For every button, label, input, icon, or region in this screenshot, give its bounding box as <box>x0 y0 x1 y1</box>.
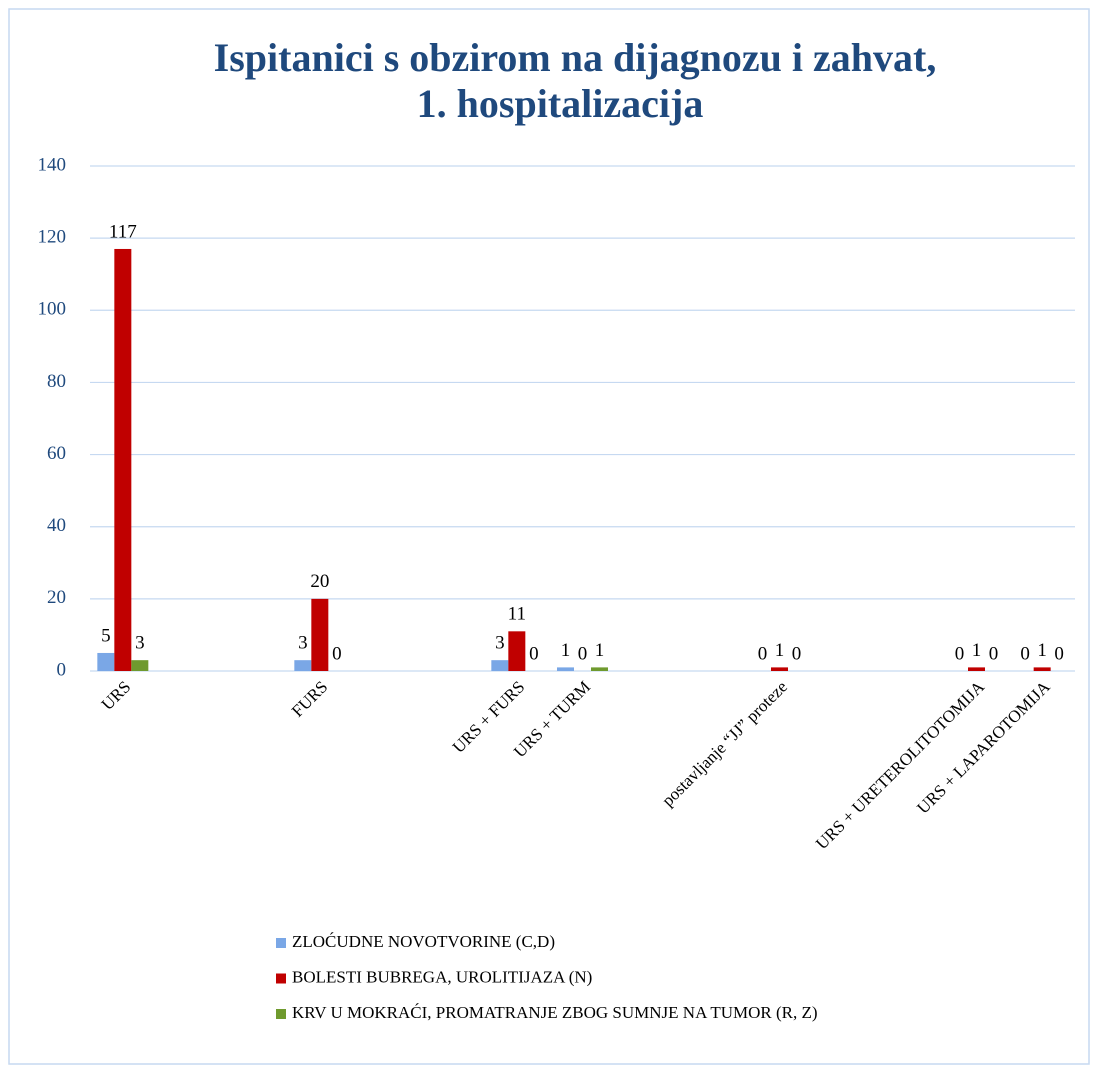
y-tick-label: 0 <box>57 659 67 680</box>
data-label: 3 <box>495 633 505 654</box>
y-tick-label: 100 <box>38 299 67 320</box>
data-label: 0 <box>1020 643 1030 664</box>
bar <box>131 660 149 671</box>
data-label: 1 <box>595 640 605 661</box>
data-label: 1 <box>775 640 785 661</box>
bar <box>968 667 985 671</box>
data-label: 1 <box>561 640 571 661</box>
bar <box>1033 667 1051 671</box>
chart-title: 1. hospitalizacija <box>417 81 704 126</box>
data-label: 0 <box>1054 643 1064 664</box>
data-label: 20 <box>310 571 329 592</box>
bar <box>591 667 608 671</box>
y-tick-label: 20 <box>47 587 66 608</box>
bar <box>294 660 312 671</box>
data-label: 117 <box>109 221 137 242</box>
data-label: 3 <box>135 633 145 654</box>
y-tick-label: 60 <box>47 443 66 464</box>
y-tick-label: 120 <box>38 227 67 248</box>
legend-label: BOLESTI BUBREGA, UROLITIJAZA (N) <box>292 967 592 986</box>
legend-label: ZLOĆUDNE NOVOTVORINE (C,D) <box>292 932 555 951</box>
data-label: 5 <box>101 625 111 646</box>
data-label: 1 <box>1037 640 1047 661</box>
bar <box>557 667 574 671</box>
y-tick-label: 40 <box>47 515 66 536</box>
bar <box>508 631 526 671</box>
data-label: 0 <box>989 643 999 664</box>
chart-frame <box>8 8 1090 1065</box>
data-label: 0 <box>529 643 539 664</box>
bar <box>491 660 509 671</box>
legend-swatch <box>276 973 286 984</box>
bar <box>771 667 788 671</box>
data-label: 0 <box>332 643 342 664</box>
legend-label: KRV U MOKRAĆI, PROMATRANJE ZBOG SUMNJE N… <box>292 1003 818 1022</box>
legend-swatch <box>276 1009 286 1019</box>
data-label: 3 <box>298 633 308 654</box>
y-tick-label: 140 <box>38 154 67 175</box>
bar <box>97 652 115 671</box>
chart-title: Ispitanici s obzirom na dijagnozu i zahv… <box>214 35 937 80</box>
y-tick-label: 80 <box>47 371 66 392</box>
bar <box>114 248 132 671</box>
data-label: 0 <box>955 643 965 664</box>
bar <box>311 598 329 671</box>
data-label: 1 <box>972 640 982 661</box>
data-label: 0 <box>758 643 768 664</box>
data-label: 0 <box>578 643 588 664</box>
data-label: 11 <box>508 604 526 625</box>
legend-swatch <box>276 938 286 948</box>
data-label: 0 <box>792 643 802 664</box>
